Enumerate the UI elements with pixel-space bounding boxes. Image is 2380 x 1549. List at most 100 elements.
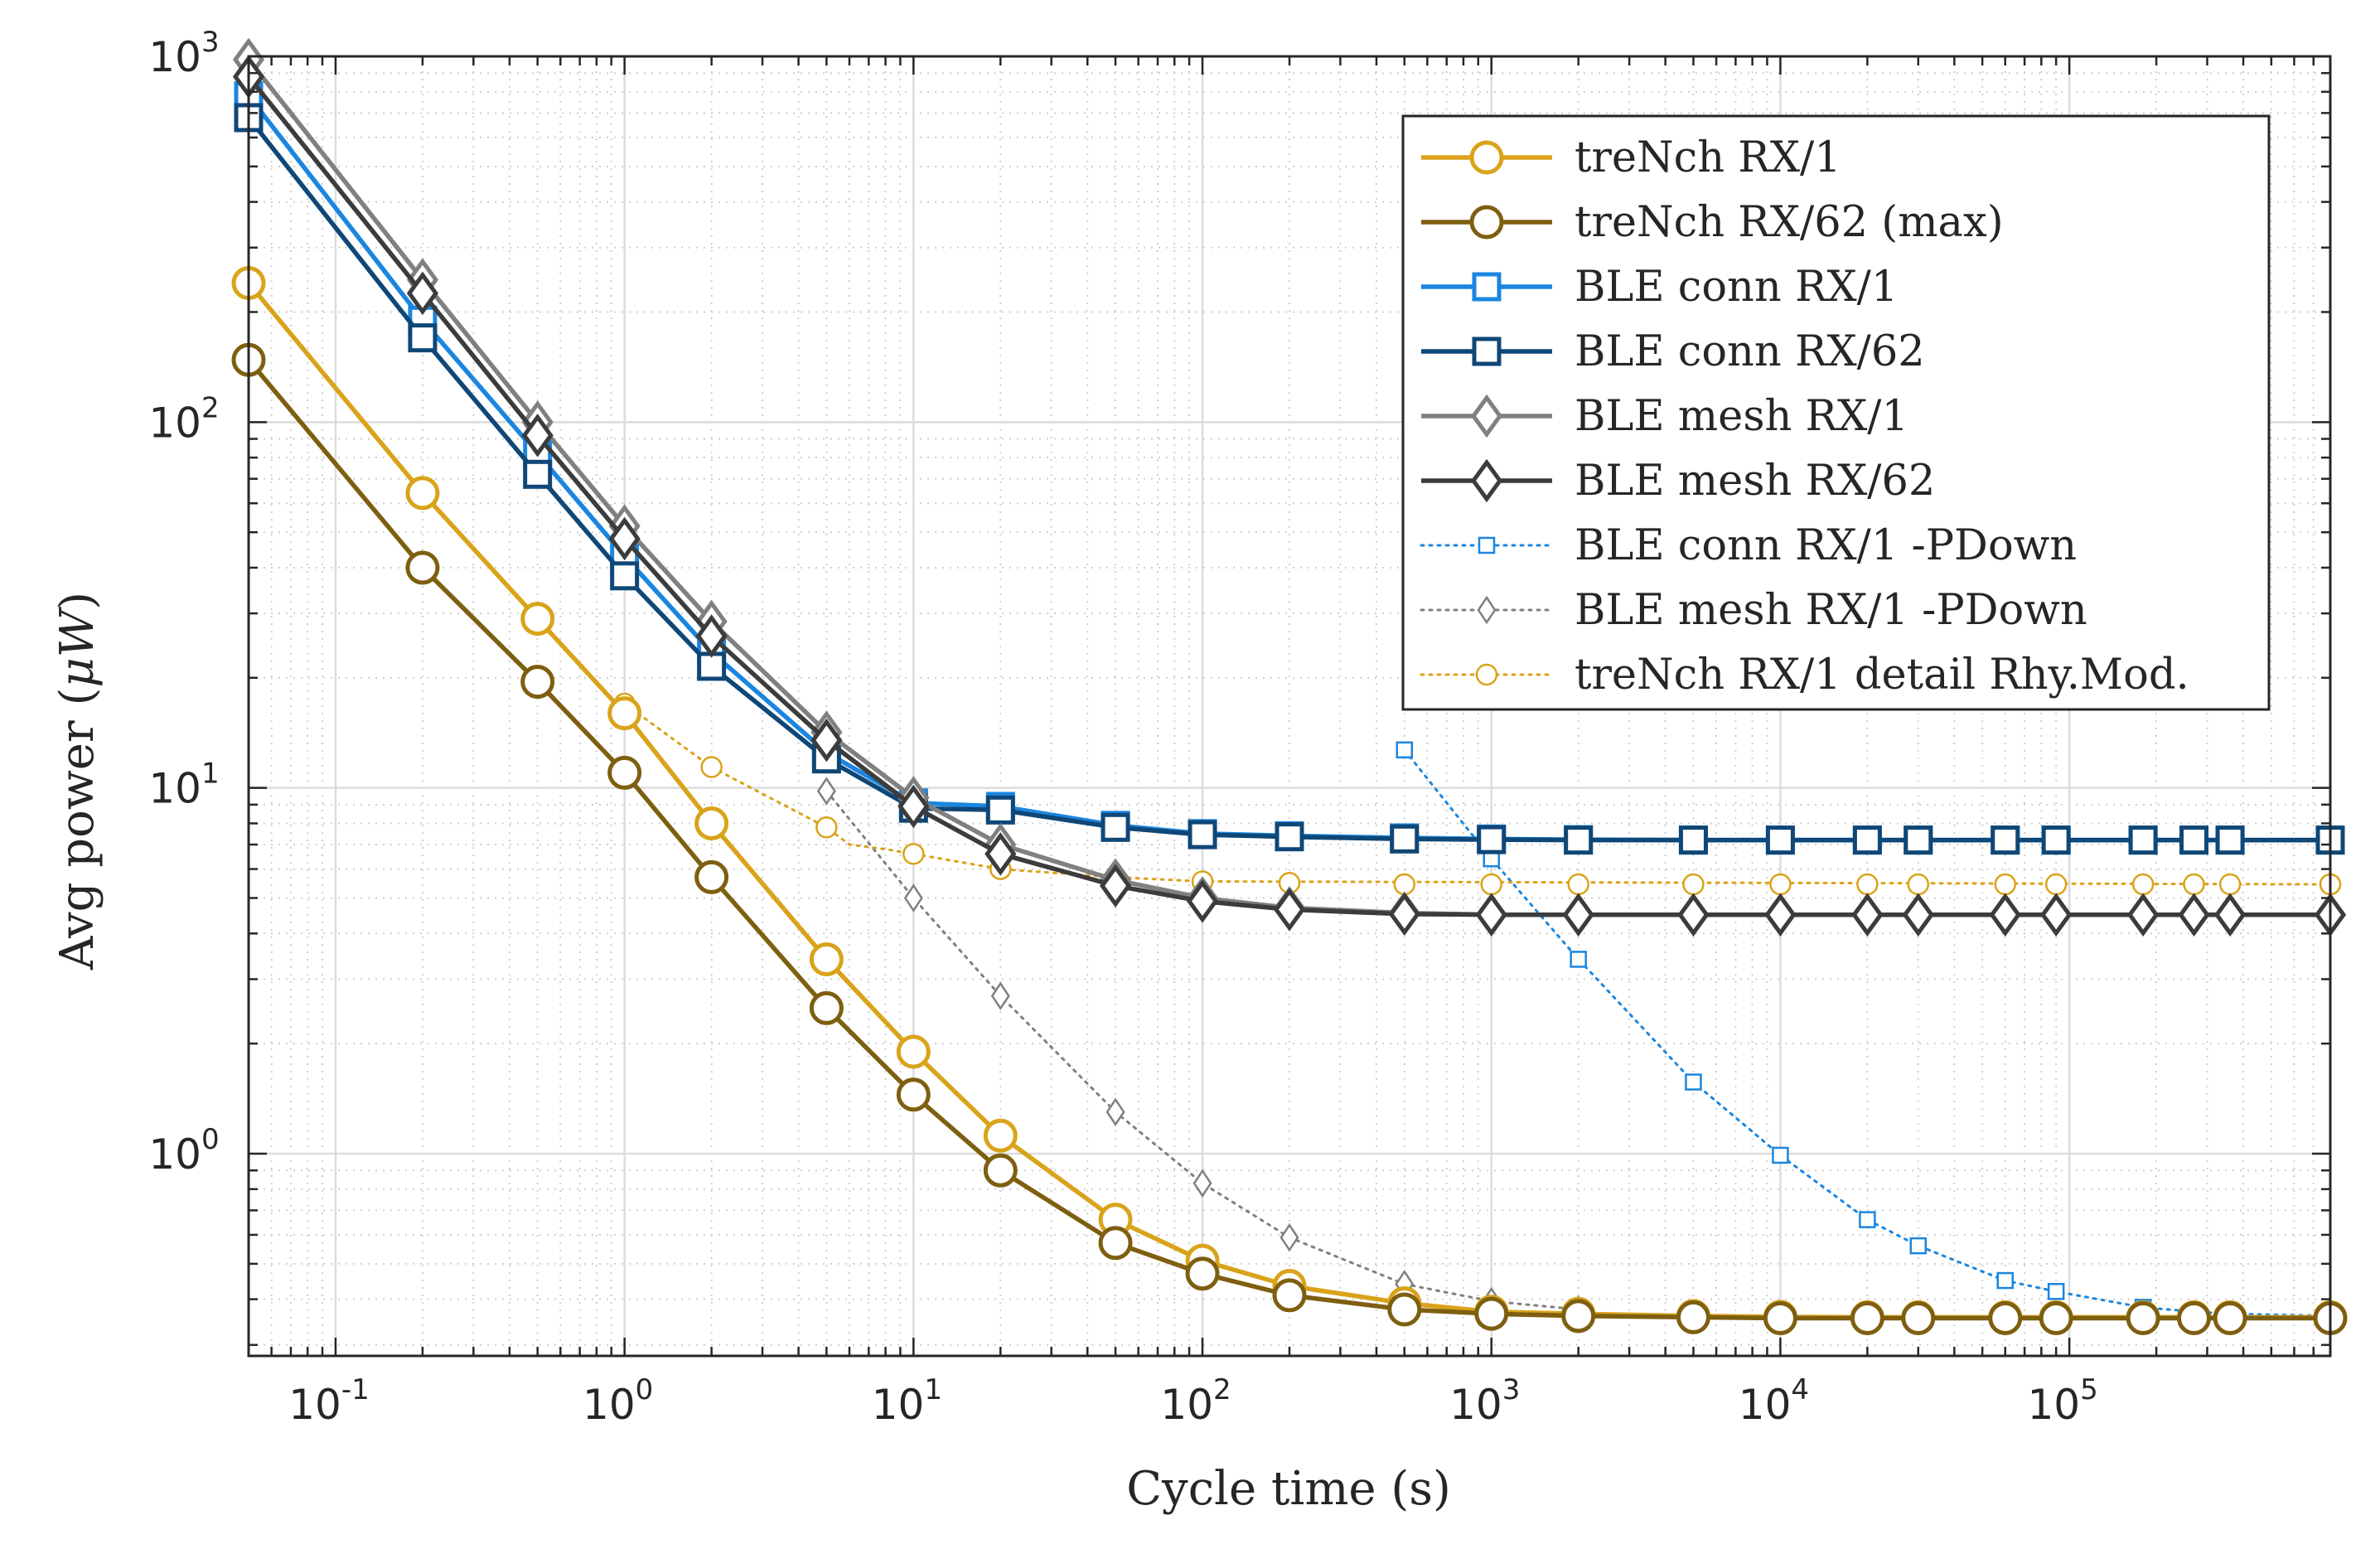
series-line xyxy=(825,790,1580,1311)
legend-marker xyxy=(1475,663,1498,686)
x-tick-label: 105 xyxy=(2027,1373,2097,1429)
legend-entry: BLE conn RX/62 xyxy=(1421,327,1925,376)
legend-marker xyxy=(1478,536,1496,554)
data-point xyxy=(406,271,439,316)
data-point xyxy=(984,832,1017,876)
data-point xyxy=(1272,1278,1307,1313)
data-point xyxy=(694,806,729,840)
x-tick-label-exponent: 2 xyxy=(1213,1373,1231,1406)
series-3 xyxy=(234,103,2345,855)
data-point xyxy=(405,476,440,511)
y-tick-label: 100 xyxy=(148,1123,219,1179)
y-axis-title-suffix: ) xyxy=(51,592,104,610)
data-point xyxy=(520,665,555,699)
legend-entry: BLE conn RX/1 -PDown xyxy=(1420,521,2077,570)
data-point xyxy=(983,1118,1018,1153)
data-point xyxy=(523,459,553,489)
data-point xyxy=(1475,893,1507,937)
y-tick-label-exponent: 3 xyxy=(201,26,220,59)
data-point xyxy=(1275,822,1304,852)
data-point xyxy=(2178,893,2210,937)
data-point xyxy=(695,614,728,658)
data-point xyxy=(694,859,729,894)
data-point xyxy=(2179,825,2209,855)
legend-label: BLE mesh RX/1 xyxy=(1575,392,1908,441)
data-point xyxy=(2127,893,2160,937)
data-point xyxy=(2218,873,2242,896)
x-axis-title: Cycle time (s) xyxy=(1126,1462,1451,1516)
data-point xyxy=(1387,1292,1422,1327)
legend-marker xyxy=(1470,394,1503,438)
data-point xyxy=(2183,873,2205,896)
data-point xyxy=(809,990,844,1025)
y-tick-label: 103 xyxy=(148,26,219,81)
data-point xyxy=(1902,893,1934,937)
y-axis-title: Avg power (μW) xyxy=(51,592,104,971)
data-point xyxy=(2177,1301,2212,1336)
legend-entry: treNch RX/62 (max) xyxy=(1421,198,2004,247)
legend-marker xyxy=(1469,205,1504,240)
data-point xyxy=(1279,1222,1299,1252)
data-point xyxy=(811,744,841,774)
legend-label: treNch RX/62 (max) xyxy=(1575,198,2004,247)
data-point xyxy=(1685,1073,1702,1091)
legend-entry: treNch RX/1 xyxy=(1421,133,1841,182)
data-point xyxy=(1991,825,2020,855)
x-tick-label-exponent: 1 xyxy=(924,1373,942,1406)
x-tick-label-base: 10 xyxy=(1160,1381,1213,1429)
x-tick-label: 10-1 xyxy=(288,1373,370,1429)
data-point xyxy=(985,795,1015,825)
data-point xyxy=(983,1153,1018,1188)
data-point xyxy=(809,942,844,976)
legend-entry: BLE mesh RX/62 xyxy=(1421,457,1935,506)
x-tick-label-base: 10 xyxy=(872,1381,925,1429)
data-point xyxy=(2128,825,2158,855)
data-point xyxy=(408,323,438,353)
data-point xyxy=(1567,873,1589,896)
x-tick-label-base: 10 xyxy=(1449,1381,1502,1429)
data-point xyxy=(897,784,930,829)
data-point xyxy=(1772,1146,1789,1164)
y-tick-label-exponent: 2 xyxy=(201,391,220,424)
legend-label: BLE conn RX/1 xyxy=(1575,263,1898,312)
data-point xyxy=(2039,1301,2073,1336)
data-point xyxy=(1856,873,1879,896)
legend-label: BLE mesh RX/1 -PDown xyxy=(1575,586,2087,635)
data-point xyxy=(1273,888,1306,932)
x-tick-label: 100 xyxy=(583,1373,653,1429)
data-point xyxy=(1850,1301,1884,1336)
x-tick-label: 101 xyxy=(872,1373,942,1429)
legend-label: BLE conn RX/62 xyxy=(1575,327,1925,376)
data-point xyxy=(1989,893,2021,937)
x-tick-label-exponent: 4 xyxy=(1791,1373,1809,1406)
data-point xyxy=(2215,825,2245,855)
data-point xyxy=(1851,893,1884,937)
x-tick-label-exponent: -1 xyxy=(341,1373,370,1406)
data-point xyxy=(405,550,440,585)
y-tick-label-base: 10 xyxy=(148,1130,201,1179)
data-point xyxy=(1192,1169,1212,1198)
data-point xyxy=(1388,892,1420,937)
legend-entry: BLE conn RX/1 xyxy=(1421,263,1898,312)
data-point xyxy=(2213,893,2247,937)
x-tick-label: 104 xyxy=(1739,1373,1809,1429)
data-point xyxy=(1907,873,1930,896)
y-tick-label: 102 xyxy=(148,391,219,447)
x-tick-label-base: 10 xyxy=(288,1381,341,1429)
legend-label: treNch RX/1 xyxy=(1575,133,1841,182)
data-point xyxy=(1678,825,1708,855)
data-point xyxy=(1570,951,1587,968)
data-point xyxy=(1676,1300,1710,1334)
x-tick-label-exponent: 3 xyxy=(1502,1373,1521,1406)
x-tick-label-exponent: 5 xyxy=(2080,1373,2098,1406)
legend-label: BLE mesh RX/62 xyxy=(1575,457,1935,506)
data-point xyxy=(608,516,641,561)
data-point xyxy=(1105,1097,1125,1126)
data-point xyxy=(1186,879,1219,923)
y-axis-title-mu: μ xyxy=(51,657,104,687)
x-tick-label: 102 xyxy=(1160,1373,1231,1429)
data-point xyxy=(1477,825,1507,854)
data-point xyxy=(1564,825,1594,855)
